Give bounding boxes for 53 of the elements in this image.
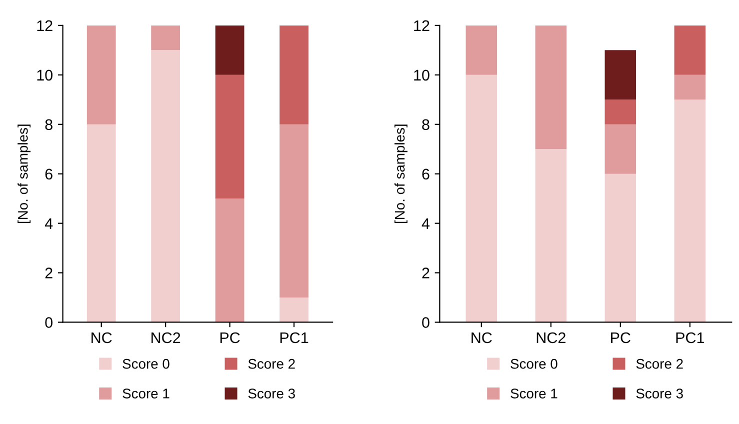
x-tick-label: NC bbox=[472, 332, 492, 344]
bar bbox=[280, 124, 308, 298]
y-tick-label: 8 bbox=[45, 119, 52, 130]
bar bbox=[535, 149, 567, 322]
legend-label: Score 3 bbox=[248, 388, 295, 398]
y-tick-label: 6 bbox=[422, 168, 430, 180]
bar bbox=[674, 74, 706, 100]
bar bbox=[466, 25, 498, 75]
bar bbox=[466, 74, 498, 322]
y-tick-label: 0 bbox=[422, 317, 430, 328]
y-tick-label: 2 bbox=[45, 268, 52, 278]
y-tick-label: 0 bbox=[45, 317, 52, 328]
x-tick-label: NC2 bbox=[152, 332, 180, 344]
legend-label: Score 0 bbox=[122, 358, 170, 369]
bar bbox=[674, 100, 706, 322]
bar bbox=[151, 50, 180, 322]
y-tick-label: 4 bbox=[44, 218, 53, 229]
legend-label: Score 2 bbox=[636, 358, 683, 369]
bar bbox=[280, 298, 308, 322]
y-tick-label: 4 bbox=[422, 218, 430, 229]
legend-label: Score 1 bbox=[510, 388, 558, 398]
y-axis-title: [No. of samples] bbox=[394, 124, 408, 224]
x-tick-label: PC1 bbox=[280, 332, 308, 344]
x-tick-label: PC bbox=[611, 332, 630, 344]
legend-label: Score 3 bbox=[636, 388, 683, 398]
x-tick-label: PC1 bbox=[676, 332, 704, 344]
bar bbox=[535, 25, 567, 150]
bar bbox=[604, 124, 636, 174]
x-tick-label: NC bbox=[92, 332, 112, 344]
bar bbox=[280, 25, 308, 124]
bar bbox=[86, 124, 116, 322]
legend-label: Score 0 bbox=[510, 358, 558, 369]
y-tick-label: 12 bbox=[37, 20, 52, 31]
y-tick-label: 10 bbox=[414, 70, 430, 81]
bar bbox=[215, 25, 244, 75]
y-tick-label: 6 bbox=[45, 168, 52, 180]
bar bbox=[674, 25, 706, 75]
y-axis-title: [No. of samples] bbox=[18, 124, 31, 224]
bar bbox=[215, 74, 244, 199]
legend-label: Score 2 bbox=[248, 358, 295, 369]
y-tick-label: 12 bbox=[414, 20, 430, 31]
y-tick-label: 10 bbox=[37, 70, 52, 81]
bar bbox=[604, 174, 636, 322]
bar bbox=[215, 198, 244, 322]
y-tick-label: 2 bbox=[422, 268, 430, 278]
bar bbox=[86, 25, 116, 124]
bar bbox=[151, 25, 180, 50]
bar bbox=[604, 50, 636, 100]
x-tick-label: NC2 bbox=[536, 332, 566, 344]
x-tick-label: PC bbox=[220, 332, 240, 344]
bar bbox=[604, 100, 636, 124]
legend-label: Score 1 bbox=[122, 388, 170, 398]
y-tick-label: 8 bbox=[422, 119, 430, 130]
